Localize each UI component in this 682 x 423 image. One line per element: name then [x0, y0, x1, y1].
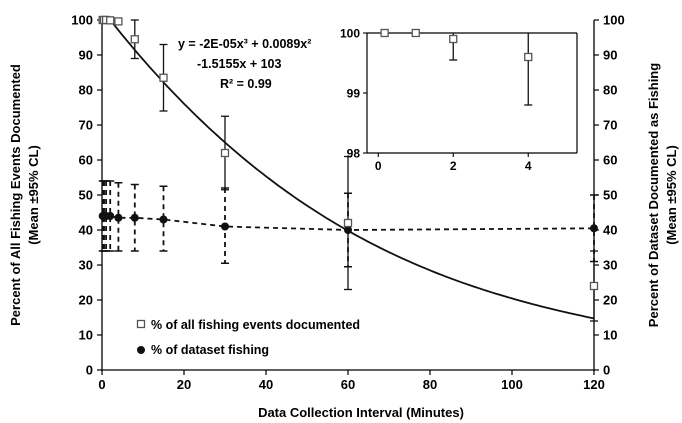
x-tick-label: 100 — [501, 377, 523, 392]
x-tick-label: 20 — [177, 377, 191, 392]
y-axis-left-subtitle: (Mean ±95% CL) — [26, 145, 41, 245]
inset-background — [367, 33, 577, 153]
inset-y-tick-label: 100 — [340, 27, 360, 41]
inset-point — [411, 28, 420, 38]
legend: % of all fishing events documented % of … — [136, 318, 360, 357]
inset-y-tick-label: 99 — [347, 87, 361, 101]
y-tick-right-label: 20 — [603, 293, 617, 308]
point-events-documented — [343, 218, 353, 228]
y-tick-left-label: 50 — [79, 188, 93, 203]
point-events-documented — [130, 35, 139, 44]
inset-point — [380, 28, 389, 38]
inset-y-tick-label: 98 — [347, 147, 361, 161]
y-tick-right-label: 30 — [603, 258, 617, 273]
y-tick-right-label: 80 — [603, 83, 617, 98]
x-tick-label: 60 — [341, 377, 355, 392]
y-tick-left-label: 90 — [79, 48, 93, 63]
y-tick-right-label: 90 — [603, 48, 617, 63]
y-tick-left-label: 80 — [79, 83, 93, 98]
point-events-documented — [589, 281, 599, 291]
y-tick-right-label: 70 — [603, 118, 617, 133]
point-events-documented — [159, 73, 168, 82]
x-tick-label: 0 — [98, 377, 105, 392]
y-axis-right-title: Percent of Dataset Documented as Fishing — [646, 63, 661, 327]
equation-line-1: y = -2E-05x³ + 0.0089x² — [178, 37, 311, 51]
inset-chart: 98 99 100 0 2 4 — [340, 27, 578, 173]
inset-x-tick-label: 4 — [525, 159, 532, 173]
inset-x-tick-label: 0 — [375, 159, 382, 173]
inset-point — [524, 52, 533, 62]
legend-marker-square — [136, 319, 146, 329]
point-dataset-fishing — [221, 222, 229, 231]
inset-point — [449, 34, 458, 44]
r-squared: R² = 0.99 — [220, 77, 272, 91]
x-tick-label: 80 — [423, 377, 437, 392]
y-tick-right-label: 10 — [603, 328, 617, 343]
x-axis-title: Data Collection Interval (Minutes) — [258, 405, 464, 420]
inset-x-tick-label: 2 — [450, 159, 457, 173]
y-tick-right-label: 0 — [603, 363, 610, 378]
y-tick-left-label: 100 — [71, 13, 93, 28]
y-tick-left-label: 10 — [79, 328, 93, 343]
y-axis-left-title: Percent of All Fishing Events Documented — [8, 64, 23, 326]
equation-line-2: -1.5155x + 103 — [197, 57, 281, 71]
y-tick-left-label: 70 — [79, 118, 93, 133]
legend-label-circle: % of dataset fishing — [151, 343, 269, 357]
point-dataset-fishing — [344, 226, 352, 234]
equation-annotation: y = -2E-05x³ + 0.0089x² -1.5155x + 103 R… — [178, 37, 311, 91]
y-axis-right-subtitle: (Mean ±95% CL) — [664, 145, 679, 245]
main-series — [98, 15, 599, 322]
y-tick-left-label: 20 — [79, 293, 93, 308]
legend-marker-circle — [137, 346, 145, 354]
x-tick-label: 120 — [583, 377, 605, 392]
y-tick-right-label: 40 — [603, 223, 617, 238]
y-tick-left-label: 60 — [79, 153, 93, 168]
point-dataset-fishing — [159, 215, 168, 224]
point-dataset-fishing — [106, 212, 115, 220]
x-tick-label: 40 — [259, 377, 273, 392]
point-events-documented — [220, 148, 230, 158]
point-dataset-fishing — [114, 213, 123, 222]
y-tick-right-label: 60 — [603, 153, 617, 168]
point-dataset-fishing — [590, 224, 598, 233]
y-tick-right-label: 100 — [603, 13, 625, 28]
y-tick-left-label: 0 — [86, 363, 93, 378]
y-tick-left-label: 30 — [79, 258, 93, 273]
point-events-documented — [106, 16, 115, 25]
point-dataset-fishing — [130, 213, 139, 222]
y-tick-left-label: 40 — [79, 223, 93, 238]
y-tick-right-label: 50 — [603, 188, 617, 203]
legend-label-square: % of all fishing events documented — [151, 318, 360, 332]
point-events-documented — [114, 17, 123, 26]
